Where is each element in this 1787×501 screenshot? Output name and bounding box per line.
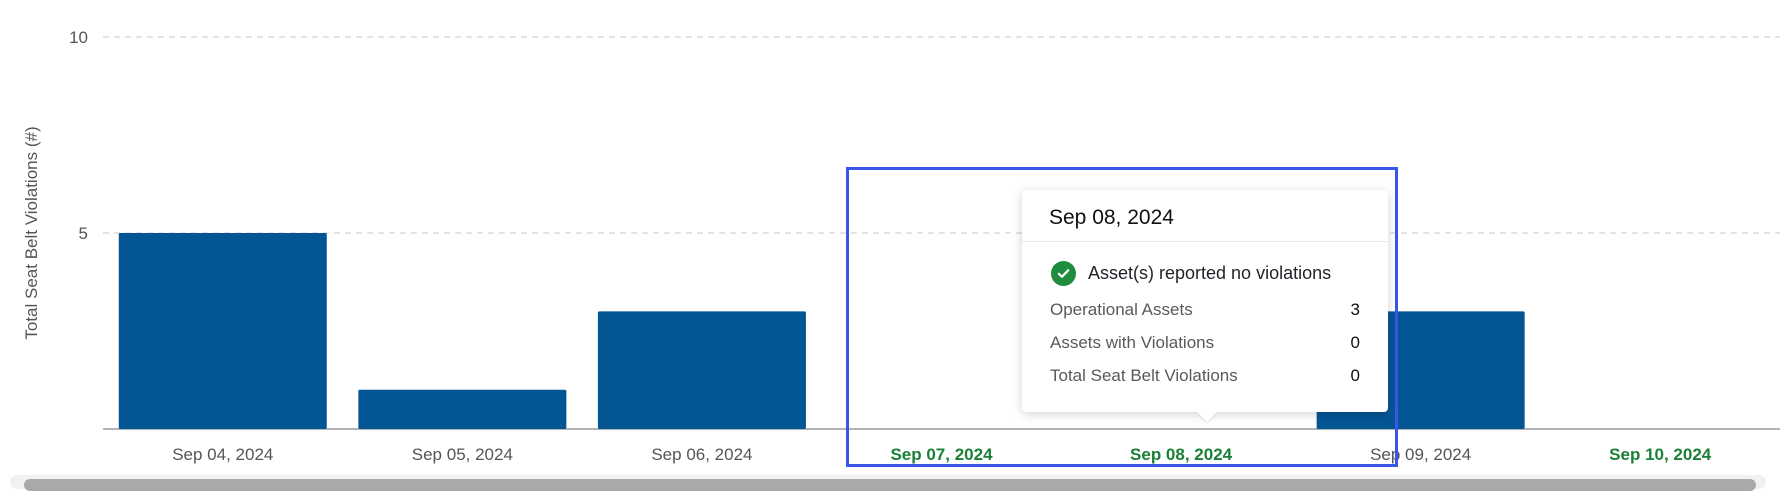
x-tick-label: Sep 06, 2024: [651, 445, 752, 464]
chart-tooltip: Sep 08, 2024 Asset(s) reported no violat…: [1022, 190, 1388, 412]
x-tick-label: Sep 04, 2024: [172, 445, 273, 464]
y-tick-label: 10: [69, 28, 88, 47]
check-circle-icon: [1051, 260, 1076, 286]
tooltip-row-value: 0: [1350, 366, 1360, 385]
tooltip-row-value: 0: [1350, 333, 1360, 352]
bar: [597, 311, 806, 429]
tooltip-row-total-seat-belt-violations: Total Seat Belt Violations 0: [1050, 366, 1360, 386]
x-tick-label: Sep 10, 2024: [1609, 445, 1712, 464]
tooltip-row-operational-assets: Operational Assets 3: [1050, 300, 1360, 320]
tooltip-row-value: 3: [1350, 300, 1360, 319]
x-tick-label: Sep 08, 2024: [1130, 445, 1233, 464]
tooltip-row-label: Operational Assets: [1050, 300, 1193, 319]
tooltip-row-label: Assets with Violations: [1050, 333, 1215, 352]
y-axis-title: Total Seat Belt Violations (#): [22, 126, 41, 339]
tooltip-status-text: Asset(s) reported no violations: [1088, 262, 1332, 283]
y-tick-label: 5: [79, 224, 88, 243]
x-tick-label: Sep 07, 2024: [890, 445, 993, 464]
x-tick-label: Sep 09, 2024: [1370, 445, 1471, 464]
bar: [118, 233, 327, 429]
x-tick-label: Sep 05, 2024: [412, 445, 513, 464]
tooltip-divider: [1022, 241, 1388, 242]
bar: [358, 389, 567, 429]
tooltip-row-label: Total Seat Belt Violations: [1050, 366, 1238, 385]
tooltip-title: Sep 08, 2024: [1049, 206, 1174, 229]
tooltip-status: Asset(s) reported no violations: [1051, 260, 1331, 286]
horizontal-scrollbar-thumb[interactable]: [24, 479, 1756, 491]
tooltip-row-assets-with-violations: Assets with Violations 0: [1050, 333, 1360, 353]
